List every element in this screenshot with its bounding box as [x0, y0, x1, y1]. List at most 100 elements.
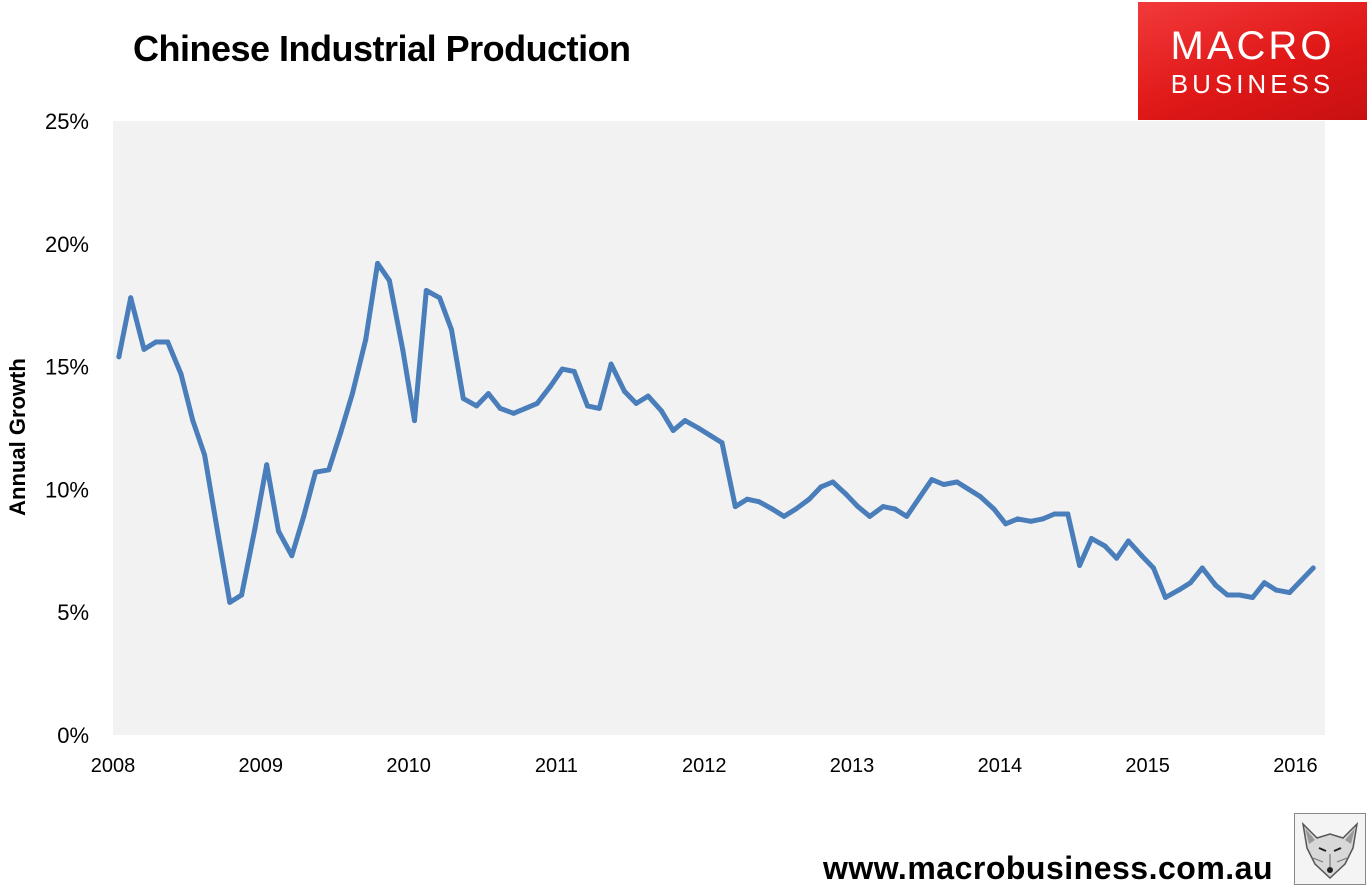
- data-point: [929, 477, 935, 483]
- data-point: [744, 496, 750, 502]
- x-tick-label: 2009: [239, 755, 284, 777]
- data-point: [855, 504, 861, 510]
- data-point: [460, 396, 466, 401]
- data-point: [511, 410, 517, 416]
- data-point: [658, 408, 664, 414]
- data-point: [1213, 582, 1219, 588]
- data-point: [954, 479, 960, 485]
- data-point: [227, 599, 233, 605]
- data-point: [386, 278, 392, 284]
- data-point: [1199, 565, 1205, 571]
- data-point: [608, 361, 614, 367]
- data-point: [941, 482, 947, 487]
- data-point: [165, 339, 171, 345]
- logo-line-business: BUSINESS: [1170, 69, 1335, 99]
- data-point: [1162, 595, 1168, 600]
- y-tick-label: 5%: [57, 600, 89, 625]
- y-axis-label: Annual Growth: [5, 358, 30, 516]
- data-point: [719, 440, 725, 446]
- data-point: [363, 337, 369, 343]
- data-point: [904, 513, 910, 519]
- data-point: [585, 403, 590, 409]
- data-point: [375, 260, 381, 266]
- data-point: [252, 526, 258, 532]
- data-point: [349, 391, 355, 397]
- data-point: [633, 400, 639, 406]
- chart-title: Chinese Industrial Production: [133, 28, 631, 69]
- data-point: [1151, 565, 1156, 571]
- data-point: [1003, 521, 1009, 527]
- data-point: [596, 405, 602, 411]
- x-tick-label: 2016: [1273, 755, 1318, 777]
- data-point: [1040, 516, 1046, 522]
- data-point: [1139, 553, 1145, 559]
- data-point: [449, 327, 454, 333]
- data-point: [1287, 590, 1292, 596]
- data-point: [522, 405, 528, 411]
- data-point: [190, 418, 196, 424]
- data-point: [682, 418, 688, 424]
- fox-icon: [1294, 813, 1366, 885]
- data-point: [867, 513, 873, 519]
- data-point: [1188, 580, 1193, 586]
- data-point: [1125, 538, 1131, 544]
- data-point: [128, 295, 134, 301]
- data-point: [1028, 518, 1034, 524]
- x-tick-label: 2010: [386, 755, 431, 777]
- data-point: [1015, 516, 1021, 522]
- data-point: [202, 452, 208, 458]
- x-tick-label: 2008: [91, 755, 136, 777]
- data-point: [892, 506, 898, 512]
- x-tick-label: 2012: [682, 755, 727, 777]
- data-point: [559, 366, 565, 372]
- data-point: [485, 391, 491, 397]
- data-point: [215, 531, 221, 537]
- data-point: [978, 494, 984, 500]
- data-point: [153, 339, 159, 345]
- y-tick-label: 15%: [45, 355, 89, 380]
- data-point: [338, 430, 344, 436]
- data-point: [1273, 587, 1279, 593]
- macrobusiness-logo: MACRO BUSINESS: [1138, 2, 1367, 120]
- data-point: [1261, 580, 1267, 586]
- data-point: [1052, 511, 1057, 517]
- y-tick-label: 0%: [57, 723, 89, 748]
- data-point: [1298, 577, 1304, 583]
- data-point: [497, 405, 503, 411]
- data-point: [756, 499, 762, 505]
- data-point: [991, 506, 997, 512]
- data-point: [178, 371, 184, 377]
- data-point: [276, 528, 281, 534]
- data-point: [806, 496, 812, 502]
- data-point: [818, 484, 824, 490]
- data-point: [1102, 543, 1108, 549]
- data-point: [1077, 563, 1083, 568]
- data-point: [621, 388, 627, 394]
- footer-url: www.macrobusiness.com.au: [822, 850, 1273, 886]
- x-tick-label: 2011: [535, 755, 578, 777]
- data-point: [645, 393, 651, 399]
- data-point: [769, 506, 775, 512]
- data-point: [917, 494, 923, 500]
- data-point: [289, 553, 295, 559]
- data-point: [534, 400, 540, 406]
- data-point: [239, 592, 245, 598]
- data-point: [1310, 565, 1316, 571]
- plot-area: [113, 121, 1325, 735]
- y-tick-label: 25%: [45, 109, 89, 134]
- data-point: [843, 491, 849, 497]
- data-point: [437, 295, 443, 301]
- data-point: [732, 504, 738, 510]
- data-point: [264, 462, 270, 468]
- x-tick-label: 2013: [830, 755, 875, 777]
- data-point: [670, 428, 676, 433]
- data-point: [412, 418, 417, 424]
- data-point: [880, 504, 886, 510]
- data-point: [695, 425, 701, 431]
- data-point: [1114, 555, 1120, 561]
- x-tick-label: 2015: [1125, 755, 1170, 777]
- data-point: [1224, 592, 1230, 598]
- data-point: [548, 383, 553, 389]
- data-point: [781, 513, 787, 519]
